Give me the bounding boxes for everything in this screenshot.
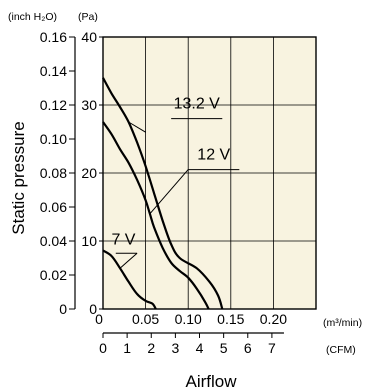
series-label-13-2-v: 13.2 V — [174, 95, 221, 112]
tick-labels: 01020304000.020.040.060.080.100.120.140.… — [40, 29, 287, 356]
m3-tick-label: 0.10 — [175, 311, 202, 327]
cfm-tick-label: 4 — [196, 340, 204, 356]
series-layer — [102, 77, 224, 310]
callout-leader-12-v — [149, 169, 189, 215]
cfm-tick-label: 5 — [220, 340, 228, 356]
cfm-tick-label: 1 — [123, 340, 131, 356]
cfm-tick-label: 6 — [244, 340, 252, 356]
unit-inch-h2o: (inch H₂O) — [8, 11, 57, 23]
cfm-tick-label: 0 — [99, 340, 107, 356]
pa-tick-label: 10 — [81, 233, 97, 249]
inch-tick-label: 0.16 — [40, 29, 67, 45]
pa-tick-label: 0 — [89, 301, 97, 317]
callout-leader-13-2-v — [128, 121, 146, 133]
m3-tick-label: 0.20 — [260, 311, 287, 327]
inch-tick-label: 0 — [59, 301, 67, 317]
cfm-tick-label: 2 — [147, 340, 155, 356]
pa-tick-label: 30 — [81, 97, 97, 113]
series-line-13-2-v — [102, 77, 224, 310]
series-label-7-v: 7 V — [111, 231, 135, 248]
inch-tick-label: 0.02 — [40, 267, 67, 283]
cfm-tick-label: 3 — [171, 340, 179, 356]
unit-m3-per-min: (m³/min) — [323, 317, 362, 329]
grid — [103, 37, 316, 309]
m3-tick-label: 0.05 — [132, 311, 159, 327]
m3-tick-label: 0 — [95, 311, 103, 327]
cfm-tick-label: 7 — [268, 340, 276, 356]
pa-tick-label: 20 — [81, 165, 97, 181]
inch-tick-label: 0.04 — [40, 233, 67, 249]
inch-tick-label: 0.08 — [40, 165, 67, 181]
tick-marks — [69, 36, 284, 338]
series-label-12-v: 12 V — [197, 146, 230, 163]
inch-tick-label: 0.14 — [40, 63, 67, 79]
unit-pa: (Pa) — [78, 11, 98, 23]
inch-tick-label: 0.10 — [40, 131, 67, 147]
series-line-12-v — [102, 121, 210, 310]
inch-tick-label: 0.12 — [40, 97, 67, 113]
callout-layer: 13.2 V 12 V 7 V — [111, 95, 240, 269]
x-axis-title: Airflow — [185, 372, 237, 389]
pa-tick-label: 40 — [81, 29, 97, 45]
unit-cfm: (CFM) — [326, 344, 356, 356]
m3-tick-label: 0.15 — [217, 311, 244, 327]
callout-leader-7-v — [119, 252, 138, 269]
series-line-7-v — [102, 249, 157, 310]
inch-tick-label: 0.06 — [40, 199, 67, 215]
y-axis-title: Static pressure — [9, 121, 28, 234]
